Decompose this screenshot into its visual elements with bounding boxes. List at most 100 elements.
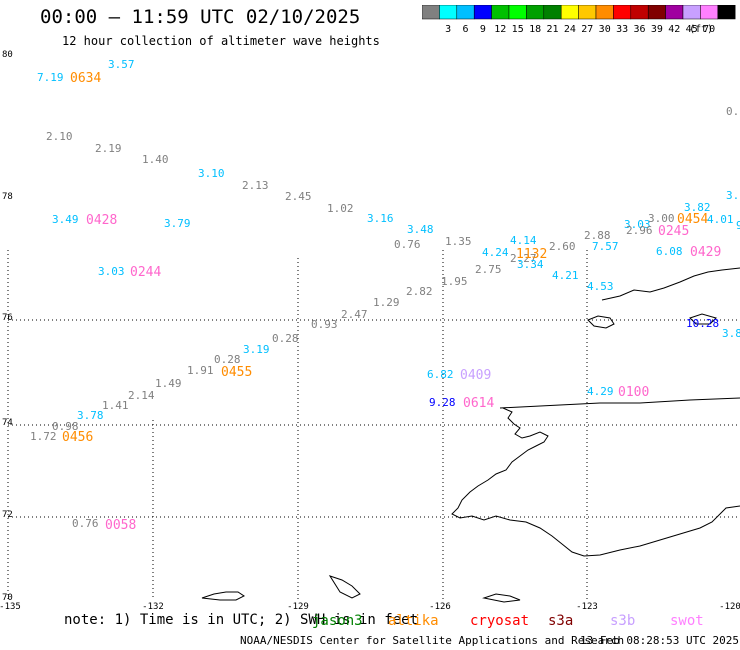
obs-wave-height: 3.19: [243, 343, 270, 356]
obs-wave-height: 3.03: [624, 218, 651, 231]
obs-wave-height: 1.72: [30, 430, 57, 443]
legend-tick-label: 24: [564, 24, 576, 35]
legend-tick-label: 30: [599, 24, 611, 35]
lon-label: -126: [429, 602, 451, 610]
wave-height-map: 80 78 76 74 72 70 -135 -132 -129 -126 -123 -120 3.…: [0, 50, 740, 610]
legend-tick-label: 45: [686, 24, 698, 35]
obs-wave-height: 9.28: [429, 396, 456, 409]
obs-wave-height: 3.49: [52, 213, 79, 226]
map-subtitle: 12 hour collection of altimeter wave hei…: [62, 34, 380, 48]
obs-wave-height: 2.10: [46, 130, 73, 143]
obs-wave-height: 2.47: [341, 308, 368, 321]
footer-timestamp: 13 Feb 08:28:53 UTC 2025: [580, 634, 739, 647]
obs-wave-height: 2.27: [510, 252, 537, 265]
lat-label: 74: [2, 418, 13, 428]
obs-wave-height: 2.96: [626, 224, 653, 237]
obs-wave-height: 7.57: [592, 240, 619, 253]
legend-tick-label: 36: [633, 24, 645, 35]
legend-tick-label: 3: [445, 24, 451, 35]
obs-wave-height: 3.8: [722, 327, 740, 340]
obs-wave-height: 3.34: [517, 258, 544, 271]
obs-wave-height: 3.10: [198, 167, 225, 180]
coastline-mainland: [451, 397, 740, 557]
footer-credit: NOAA/NESDIS Center for Satellite Applica…: [240, 634, 625, 647]
obs-wave-height: 2.82: [406, 285, 433, 298]
legend-tick-label: 39: [651, 24, 663, 35]
sat-s3b: s3b: [610, 613, 636, 629]
obs-wave-height: 4.21: [552, 269, 579, 282]
obs-wave-height: 3.16: [367, 212, 394, 225]
legend-tick-label: 21: [546, 24, 558, 35]
sat-cryosat: cryosat: [470, 613, 530, 629]
sat-swot: swot: [670, 613, 704, 629]
obs-wave-height: 4.01: [707, 213, 734, 226]
obs-time-label: 0614: [463, 396, 494, 411]
lon-label: -123: [576, 602, 598, 610]
obs-wave-height: 4.24: [482, 246, 509, 259]
obs-wave-height: 1.49: [155, 377, 182, 390]
footer-note: note: 1) Time is in UTC; 2) SWH is in fe…: [64, 612, 419, 628]
obs-time-label: 0429: [690, 245, 721, 260]
lon-label: -132: [142, 602, 164, 610]
obs-wave-height: 3.79: [164, 217, 191, 230]
obs-wave-height: 3.00: [648, 212, 675, 225]
legend-tick-label: 9: [480, 24, 486, 35]
legend-tick-label: 42: [668, 24, 680, 35]
obs-time-label: 0245: [658, 224, 689, 239]
obs-wave-height: 4.53: [587, 280, 614, 293]
obs-wave-height: 10.28: [686, 317, 719, 330]
lon-label: -129: [287, 602, 309, 610]
sat-s3a: s3a: [548, 613, 574, 629]
obs-wave-height: 1.40: [142, 153, 169, 166]
obs-wave-height: 1.91: [187, 364, 214, 377]
obs-time-label: 0456: [62, 430, 93, 445]
obs-wave-height: 4.29: [587, 385, 614, 398]
obs-wave-height: 1.41: [102, 399, 129, 412]
lat-label: 72: [2, 510, 13, 520]
legend-tick-label: 70: [703, 24, 715, 35]
legend-tick-label: 27: [581, 24, 593, 35]
obs-time-label: 0058: [105, 518, 136, 533]
obs-wave-height: 6.82: [427, 368, 454, 381]
obs-wave-height: 3.03: [98, 265, 125, 278]
legend-tick-label: 18: [529, 24, 541, 35]
lon-label: -135: [0, 602, 21, 610]
coastline-islands: [201, 575, 521, 603]
obs-wave-height: 1.02: [327, 202, 354, 215]
obs-time-label: 0455: [221, 365, 252, 380]
obs-wave-height: 0.76: [394, 238, 421, 251]
obs-wave-height: 2.45: [285, 190, 312, 203]
obs-time-label: 0634: [70, 71, 101, 86]
obs-wave-height: 0.28: [272, 332, 299, 345]
obs-time-label: 0428: [86, 213, 117, 228]
gridlines: [7, 250, 740, 600]
longitude-labels: -135 -132 -129 -126 -123 -120: [0, 602, 740, 610]
obs-time-label: 1132: [516, 247, 547, 262]
map-title: 00:00 — 11:59 UTC 02/10/2025: [40, 6, 361, 28]
latitude-labels: 80 78 76 74 72 70: [2, 50, 13, 603]
lat-label: 70: [2, 593, 13, 603]
obs-wave-height: 1.29: [373, 296, 400, 309]
obs-wave-height: 0.28: [214, 353, 241, 366]
sat-jason3: jason3: [312, 613, 363, 629]
obs-wave-height: 0.5: [726, 105, 740, 118]
obs-wave-height: 4.14: [510, 234, 537, 247]
color-legend: 3 6 9 12 15 18 21 24 27 30 33 36 39 42 45 70(ft): [422, 5, 736, 35]
legend-tick-label: 15: [512, 24, 524, 35]
obs-wave-height: 2.14: [128, 389, 155, 402]
obs-wave-height: 0.76: [72, 517, 99, 530]
obs-wave-height: 1.35: [445, 235, 472, 248]
legend-swatch: [717, 5, 736, 20]
obs-wave-height: 3.82: [684, 201, 711, 214]
obs-wave-height: 3.57: [108, 58, 135, 71]
obs-wave-height: 7.19: [37, 71, 64, 84]
coastline: [201, 267, 740, 603]
obs-wave-height: 3.1: [726, 189, 740, 202]
obs-wave-height: 3.78: [77, 409, 104, 422]
obs-wave-height: 2.60: [549, 240, 576, 253]
legend-unit: (ft): [689, 24, 713, 35]
coastline-north: [587, 267, 740, 329]
legend-tick-label: 12: [494, 24, 506, 35]
obs-wave-height: 9: [736, 219, 740, 232]
obs-wave-height: 2.75: [475, 263, 502, 276]
